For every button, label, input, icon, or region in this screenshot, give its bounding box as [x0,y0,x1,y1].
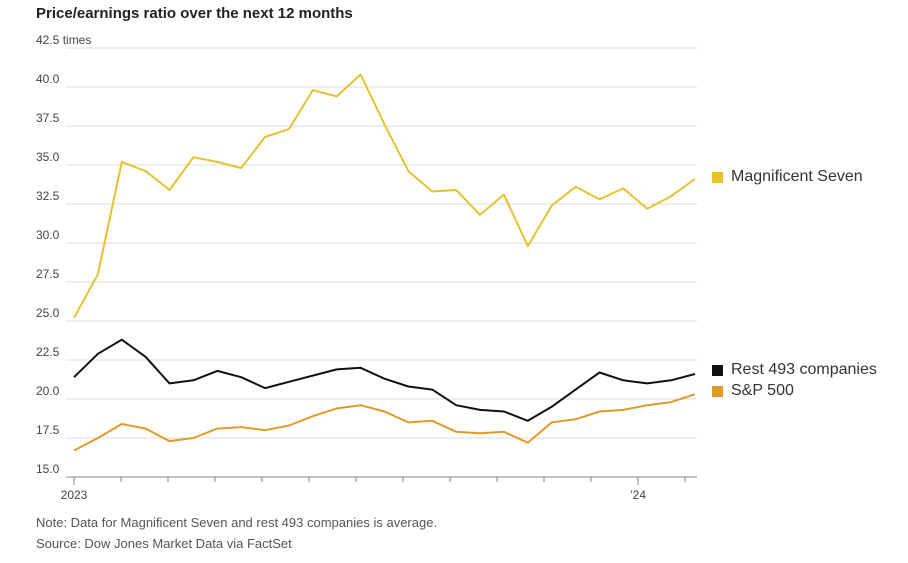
y-tick-label: 40.0 [36,72,60,86]
legend-label: S&P 500 [731,382,794,399]
y-tick-label: 17.5 [36,423,60,437]
x-tick-label: 2023 [61,488,88,502]
chart-title: Price/earnings ratio over the next 12 mo… [36,5,353,22]
y-tick-label: 27.5 [36,267,60,281]
y-tick-label: 30.0 [36,228,60,242]
y-tick-label: 32.5 [36,189,60,203]
legend-swatch [712,364,723,376]
x-tick-label: ’24 [630,488,646,502]
legend-label: Rest 493 companies [731,361,877,378]
y-tick-label: 22.5 [36,345,60,359]
series-line-rest-493-companies [73,338,696,422]
series-line-magnificent-seven [73,73,696,319]
chart-note: Note: Data for Magnificent Seven and res… [36,515,438,530]
y-tick-label: 25.0 [36,306,60,320]
legend-label: Magnificent Seven [731,168,863,185]
y-axis-ticks: 15.0 17.5 20.0 22.5 25.0 27.5 30.0 32.5 35.0 37.5… [36,33,91,476]
y-tick-label: 20.0 [36,384,60,398]
legend-swatch [712,171,723,183]
legend-swatch [712,385,723,397]
legend-item-sp500: S&P 500 [712,382,794,400]
y-tick-label: 42.5 times [36,33,91,47]
x-axis: 2023 ’24 [61,476,697,502]
legend-item-magnificent-seven: Magnificent Seven [712,168,863,186]
y-tick-label: 15.0 [36,462,60,476]
series-line-s-p-500 [73,393,696,452]
y-tick-label: 35.0 [36,150,60,164]
gridlines [66,47,697,439]
series-lines [73,73,696,452]
y-tick-label: 37.5 [36,111,60,125]
legend-item-rest-493: Rest 493 companies [712,361,877,379]
chart-source: Source: Dow Jones Market Data via FactSe… [36,536,292,551]
